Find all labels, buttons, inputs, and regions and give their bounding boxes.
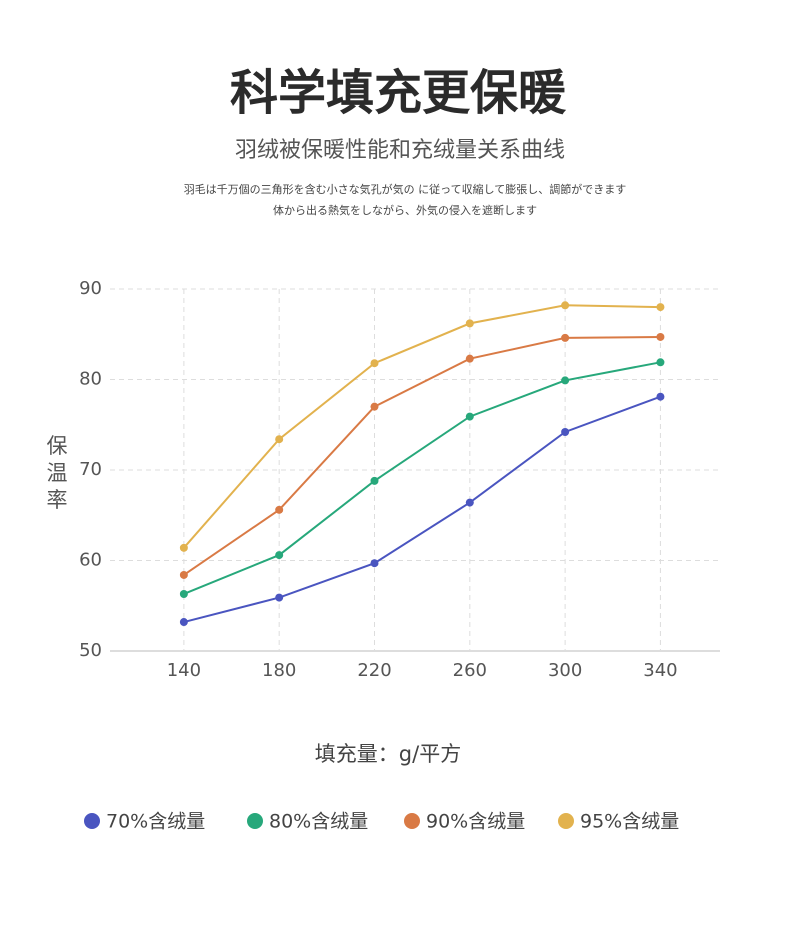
data-point — [656, 358, 665, 367]
data-point — [370, 359, 379, 368]
data-point — [656, 303, 665, 312]
data-point — [561, 333, 570, 342]
data-point — [275, 551, 284, 560]
data-point — [179, 543, 188, 552]
data-point — [370, 402, 379, 411]
data-point — [561, 301, 570, 310]
series-line — [183, 395, 661, 624]
series-line — [183, 335, 661, 576]
legend-label: 90%含绒量 — [426, 811, 525, 833]
x-tick-label: 300 — [548, 660, 582, 681]
data-point — [656, 332, 665, 341]
y-tick-label: 50 — [79, 640, 102, 661]
subtitle: 羽绒被保暖性能和充绒量关系曲线 — [235, 138, 565, 163]
y-tick-label: 90 — [79, 278, 102, 299]
x-tick-label: 140 — [167, 660, 201, 681]
description: 体から出る熱気をしながら、外気の侵入を遮断します — [273, 203, 537, 217]
y-axis-label: 保温率 — [44, 435, 68, 516]
data-point — [275, 593, 284, 602]
data-point — [275, 435, 284, 444]
data-point — [561, 376, 570, 385]
data-point — [179, 589, 188, 598]
data-point — [465, 498, 474, 507]
legend-marker — [404, 813, 420, 829]
series-line — [183, 361, 661, 595]
x-tick-label: 260 — [453, 660, 487, 681]
data-point — [561, 427, 570, 436]
x-tick-label: 340 — [643, 660, 677, 681]
data-point — [370, 559, 379, 568]
data-point — [656, 392, 665, 401]
legend-marker — [558, 813, 574, 829]
series-line — [183, 304, 661, 549]
data-point — [179, 570, 188, 579]
x-tick-label: 180 — [262, 660, 296, 681]
y-tick-label: 60 — [79, 550, 102, 571]
title: 科学填充更保暖 — [230, 65, 567, 121]
legend-marker — [84, 813, 100, 829]
description: 羽毛は千万個の三角形を含む小さな気孔が気の に従って収縮して膨張し、調節ができま… — [184, 182, 627, 196]
x-axis-label: 填充量：g/平方 — [315, 742, 461, 766]
y-tick-label: 70 — [79, 459, 102, 480]
x-tick-label: 220 — [357, 660, 391, 681]
legend-label: 70%含绒量 — [106, 811, 205, 833]
data-point — [179, 618, 188, 627]
legend-marker — [247, 813, 263, 829]
legend-label: 80%含绒量 — [269, 811, 368, 833]
y-tick-label: 80 — [79, 369, 102, 390]
legend-label: 95%含绒量 — [580, 811, 679, 833]
data-point — [465, 412, 474, 421]
data-point — [465, 354, 474, 363]
data-point — [465, 319, 474, 328]
data-point — [275, 505, 284, 514]
data-point — [370, 476, 379, 485]
